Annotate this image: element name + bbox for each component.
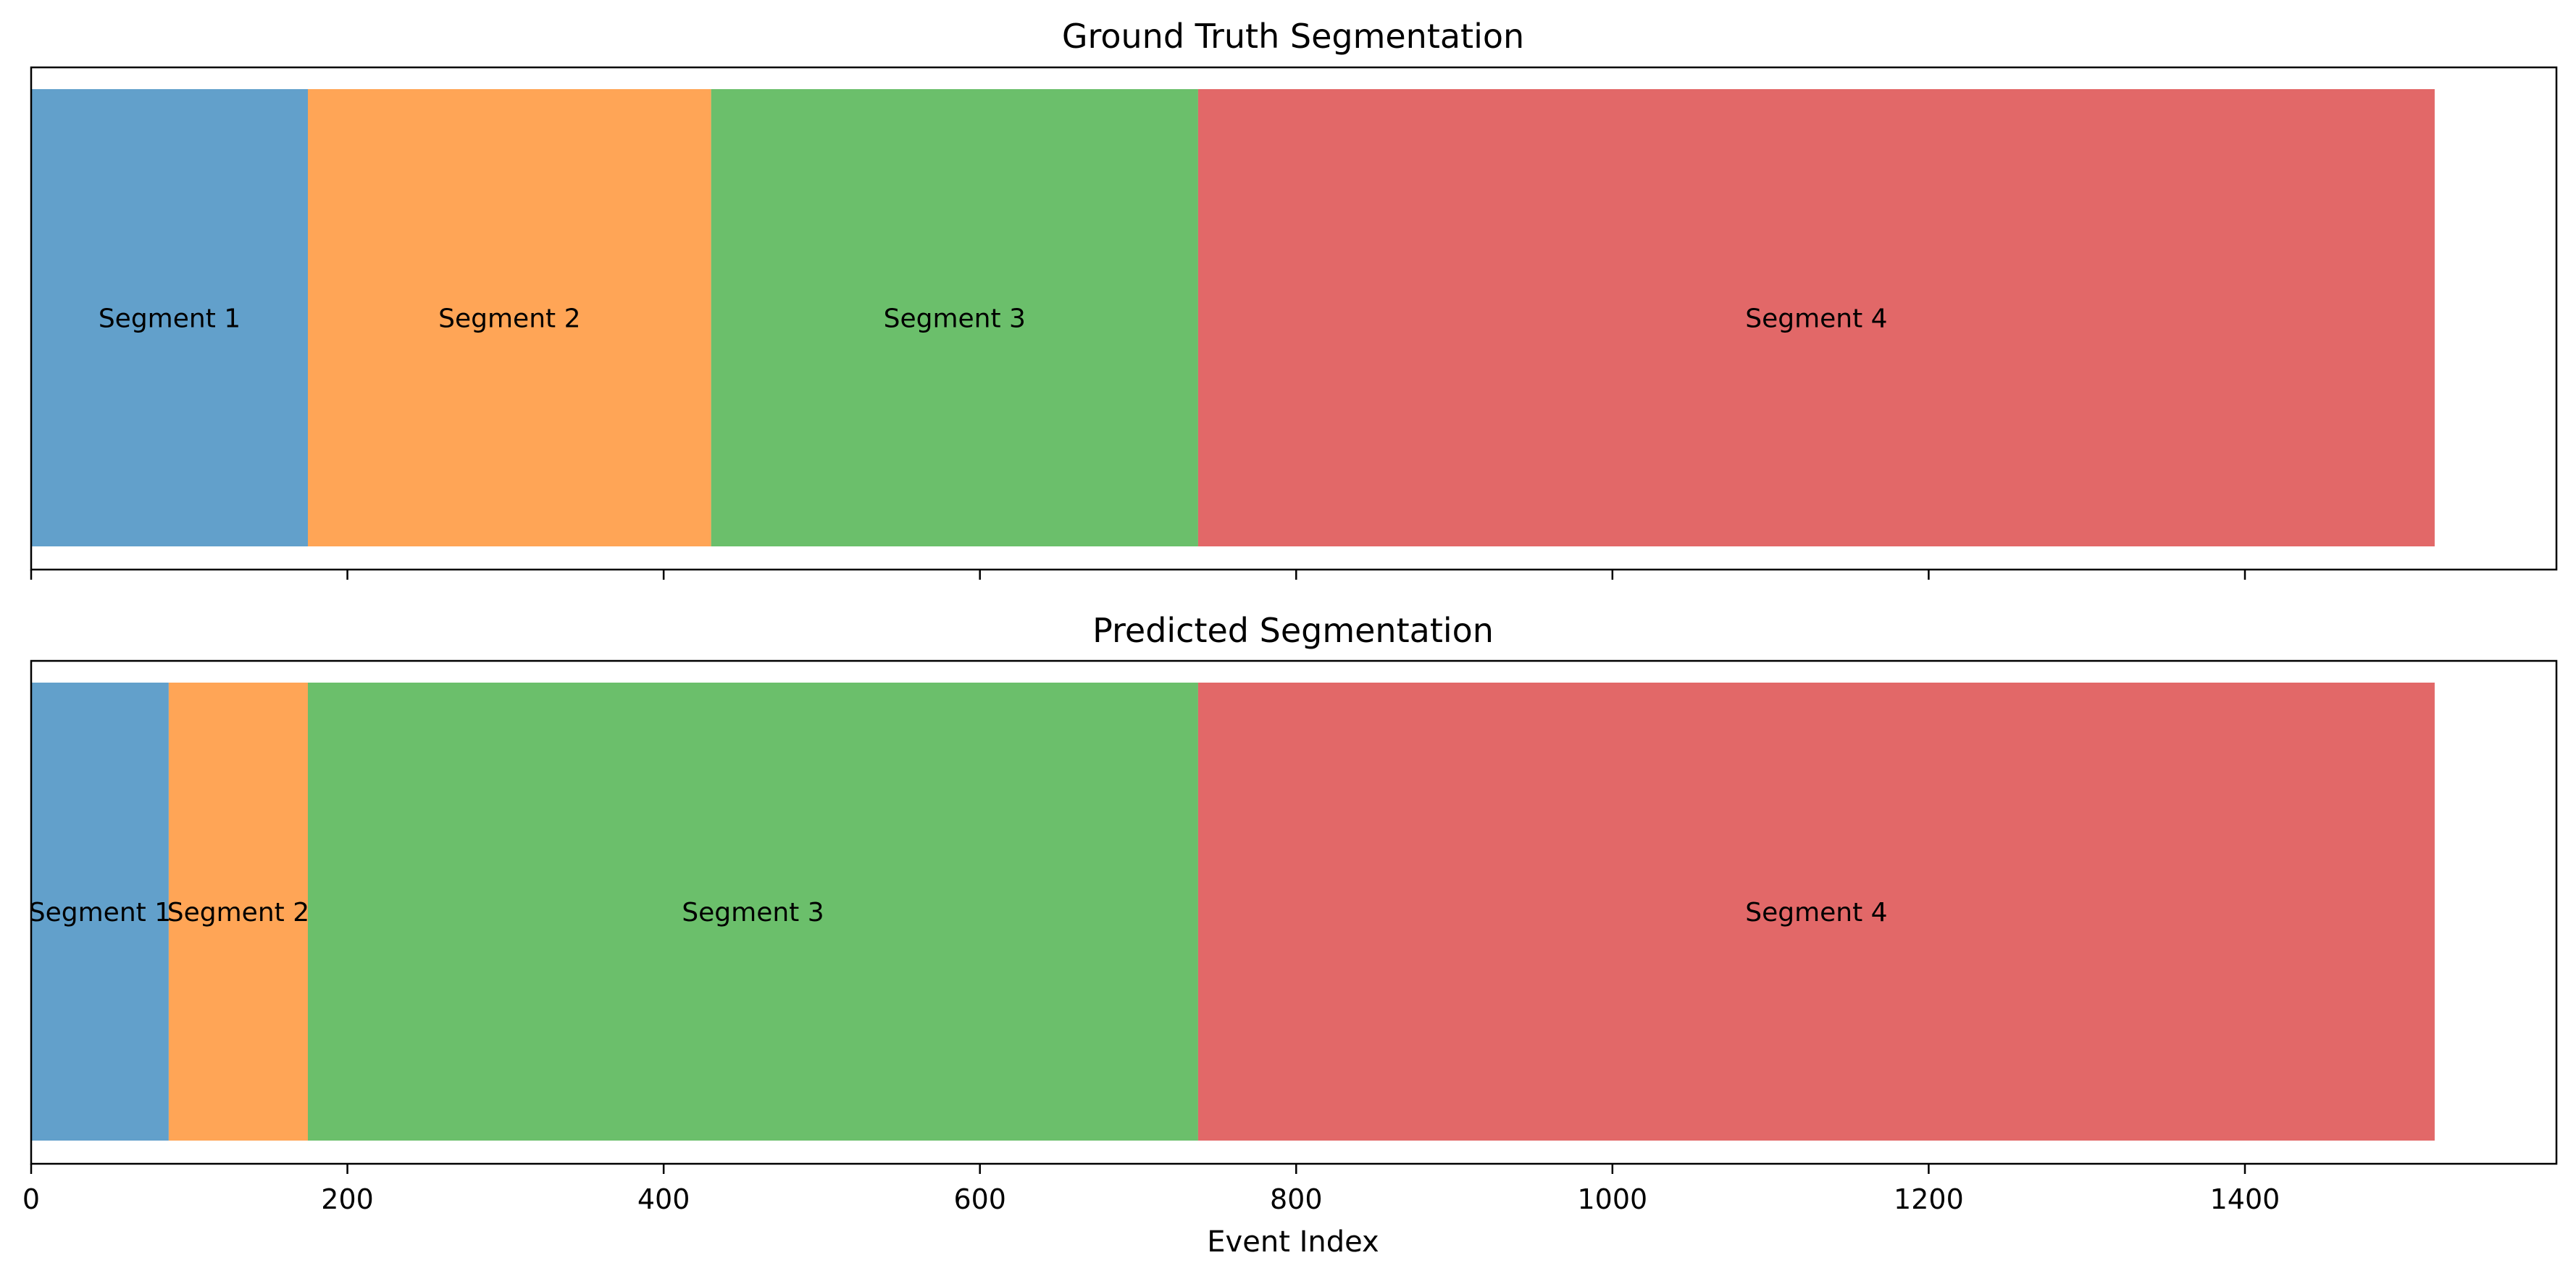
segment-label-pred-1: Segment 1 [29,898,171,928]
segment-bar-pred-3 [307,683,1198,1141]
segment-label-pred-4: Segment 4 [1745,898,1887,928]
x-tick-label-1400: 1400 [2210,1183,2280,1215]
chart-title-ground-truth: Ground Truth Segmentation [1062,17,1524,56]
axes-frame-pred [30,659,2558,1165]
segment-bar-pred-4 [1197,683,2435,1141]
segment-label-gt-1: Segment 1 [99,304,241,334]
segment-bar-gt-2 [307,89,711,546]
segment-bar-gt-3 [711,89,1198,546]
segment-label-pred-2: Segment 2 [167,898,309,928]
x-tick-label-200: 200 [321,1183,374,1215]
x-tick-label-400: 400 [637,1183,690,1215]
segment-label-gt-2: Segment 2 [438,304,580,334]
segment-label-gt-3: Segment 3 [884,304,1026,334]
x-tick-label-600: 600 [953,1183,1006,1215]
axes-frame-gt [30,66,2558,571]
chart-title-predicted: Predicted Segmentation [1092,611,1494,650]
ground-truth-panel: Segment 1 Segment 2 Segment 3 Segment 4 [30,66,2558,580]
segment-bar-pred-1 [31,683,169,1141]
x-tick-label-800: 800 [1270,1183,1323,1215]
segment-bar-gt-1 [31,89,308,546]
segment-label-pred-3: Segment 3 [682,898,824,928]
x-tick-label-0: 0 [22,1183,40,1215]
segment-label-gt-4: Segment 4 [1745,304,1887,334]
x-axis-label: Event Index [1207,1225,1379,1259]
x-tick-label-1000: 1000 [1577,1183,1647,1215]
segment-bar-pred-2 [168,683,308,1141]
x-tick-label-1200: 1200 [1894,1183,1964,1215]
segment-bar-gt-4 [1197,89,2435,546]
